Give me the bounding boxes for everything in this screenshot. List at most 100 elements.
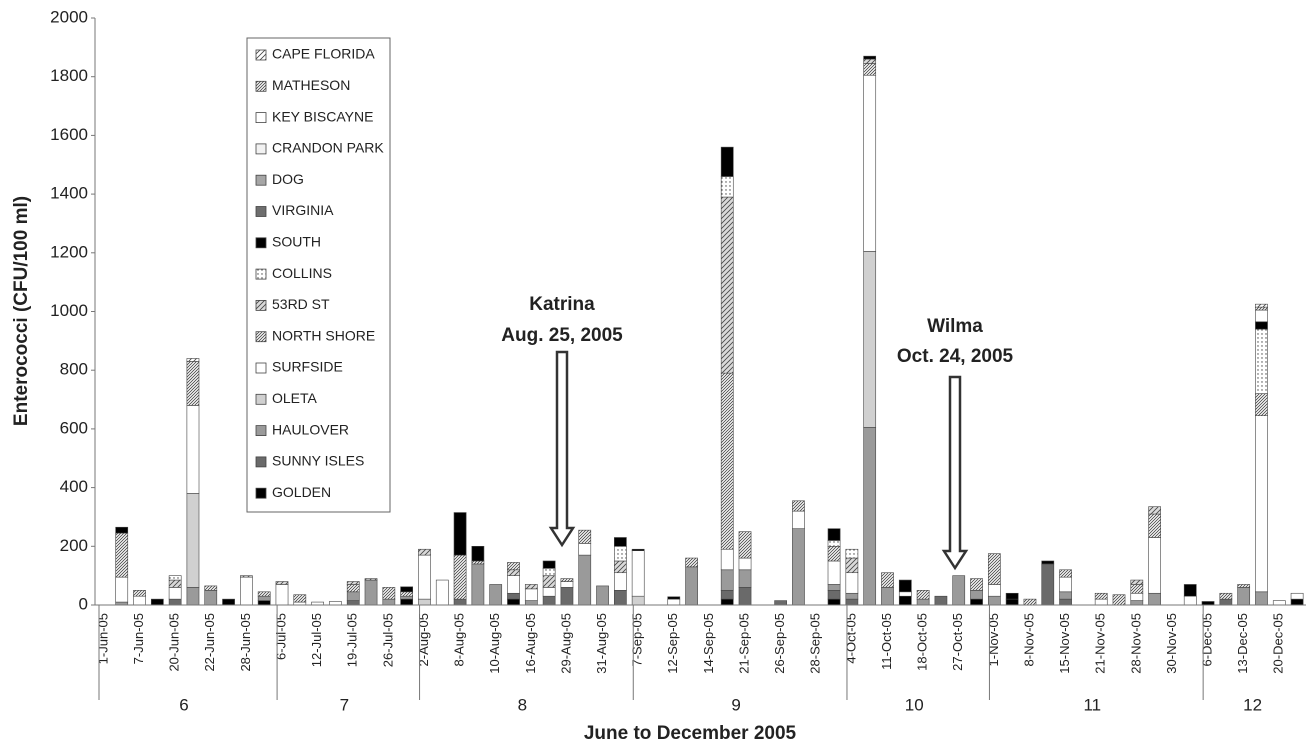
legend-label: NORTH SHORE <box>272 327 375 343</box>
x-tick-label: 7-Jun-05 <box>131 613 146 664</box>
x-tick-label: 2-Aug-05 <box>416 613 431 666</box>
bar-segment <box>614 572 627 591</box>
legend-label: GOLDEN <box>272 484 331 500</box>
bar-segment <box>400 598 414 606</box>
bar-segment <box>1237 584 1251 588</box>
bar-segment <box>382 598 396 606</box>
bar-segment <box>471 545 485 562</box>
legend-swatch <box>255 237 267 249</box>
x-tick-label: 22-Jun-05 <box>202 613 217 672</box>
legend-swatch <box>255 362 267 374</box>
bar-segment <box>987 595 1001 606</box>
bar-segment <box>240 576 253 606</box>
bar-segment <box>720 590 734 600</box>
bar-segment <box>970 590 983 600</box>
bar-segment <box>418 598 431 606</box>
legend-label: VIRGINIA <box>272 202 334 218</box>
bar-segment <box>471 560 485 565</box>
group-label: 12 <box>1243 695 1262 714</box>
y-tick-label: 1800 <box>50 66 88 85</box>
bar-segment <box>827 528 841 541</box>
x-tick-label: 1-Nov-05 <box>986 613 1001 666</box>
legend-label: KEY BISCAYNE <box>272 108 373 124</box>
bar-segment <box>507 569 520 576</box>
bar-segment <box>1148 513 1161 538</box>
bar-segment <box>863 58 877 64</box>
bar-segment <box>578 554 592 606</box>
bar-segment <box>685 566 698 606</box>
y-tick-label: 0 <box>79 594 88 613</box>
bar-segment <box>329 601 342 606</box>
y-tick-label: 1600 <box>50 125 88 144</box>
bar-segment <box>738 531 752 559</box>
x-tick-label: 13-Dec-05 <box>1235 613 1250 674</box>
bar-segment <box>364 578 378 581</box>
legend-swatch <box>255 487 267 499</box>
bar-segment <box>631 550 645 597</box>
x-tick-label: 14-Sep-05 <box>701 613 716 674</box>
bar-segment <box>1148 537 1161 594</box>
bar-segment <box>1059 576 1072 593</box>
bar-segment <box>863 251 877 428</box>
bar-segment <box>364 579 378 606</box>
group-label: 11 <box>1083 695 1101 714</box>
bar-segment <box>720 372 734 550</box>
bar-segment <box>1130 592 1144 601</box>
bar-segment <box>1005 592 1019 600</box>
bar-segment <box>827 590 841 600</box>
bar-segment <box>863 55 877 60</box>
bar-segment <box>240 575 253 578</box>
x-tick-label: 21-Nov-05 <box>1093 613 1108 674</box>
bar-segment <box>720 176 734 198</box>
y-tick-label: 400 <box>60 477 88 496</box>
bar-segment <box>720 196 734 374</box>
legend-box <box>246 37 391 513</box>
bar-segment <box>1255 303 1268 308</box>
x-tick-label: 15-Nov-05 <box>1057 613 1072 674</box>
bar-segment <box>115 526 129 534</box>
x-tick-label: 10-Aug-05 <box>487 613 502 674</box>
annotation-title: Katrina <box>529 294 595 315</box>
bar-segment <box>168 587 182 600</box>
bar-segment <box>1219 598 1233 606</box>
bar-segment <box>1255 591 1268 606</box>
legend-swatch <box>255 331 267 343</box>
bar-segment <box>453 512 467 556</box>
bar-segment <box>524 588 538 601</box>
bar-segment <box>400 586 414 593</box>
bar-segment <box>1290 592 1304 600</box>
bar-segment <box>1112 594 1126 606</box>
bar-segment <box>204 590 218 606</box>
bar-segment <box>578 529 592 544</box>
x-tick-label: 6-Jul-05 <box>273 613 288 660</box>
x-tick-label: 29-Aug-05 <box>558 613 573 674</box>
bar-segment <box>542 595 556 606</box>
legend-swatch <box>255 143 267 155</box>
bar-segment <box>400 591 414 597</box>
bar-segment <box>489 584 503 606</box>
legend-swatch <box>255 299 267 311</box>
bar-segment <box>1219 592 1233 600</box>
bar-segment <box>1272 600 1286 606</box>
bar-segment <box>827 540 841 547</box>
bar-segment <box>1255 328 1268 394</box>
group-label: 6 <box>179 695 188 714</box>
bar-segment <box>524 584 538 590</box>
bar-segment <box>1290 598 1304 606</box>
x-axis-label: June to December 2005 <box>584 723 797 744</box>
legend-label: OLETA <box>272 390 318 406</box>
bar-segment <box>542 575 556 588</box>
bar-segment <box>1183 584 1197 597</box>
bar-segment <box>863 427 877 606</box>
x-tick-label: 27-Oct-05 <box>950 613 965 671</box>
x-tick-label: 26-Jul-05 <box>380 613 395 667</box>
x-tick-label: 28-Sep-05 <box>808 613 823 674</box>
legend-label: SOUTH <box>272 234 321 250</box>
legend: CAPE FLORIDA MATHESON KEY BISCAYNE CRANDON … <box>246 37 391 513</box>
bar-segment <box>934 595 948 606</box>
bar-segment <box>418 554 431 600</box>
bar-segment <box>453 598 467 606</box>
legend-label: HAULOVER <box>272 421 349 437</box>
legend-swatch <box>255 80 267 92</box>
